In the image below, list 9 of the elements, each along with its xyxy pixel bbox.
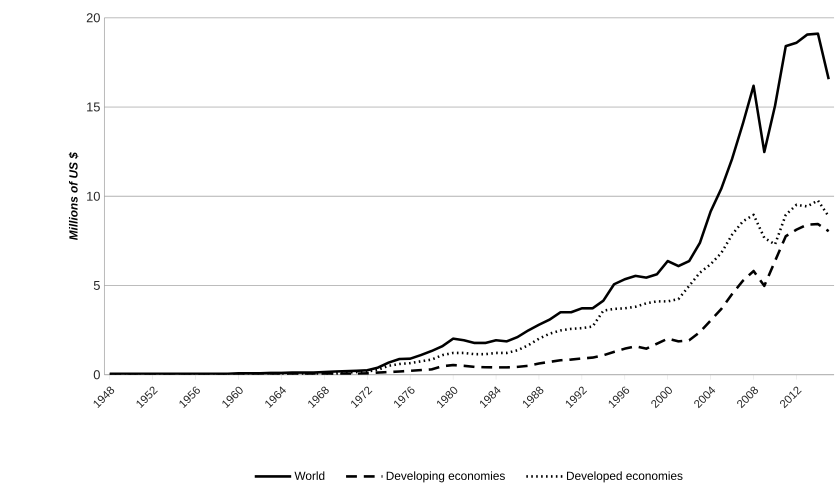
y-tick-label: 0 [94, 370, 100, 380]
legend-label: Developed economies [566, 471, 683, 482]
y-tick-label: 15 [87, 102, 100, 112]
legend-label: World [294, 471, 324, 480]
y-tick-label: 5 [94, 280, 100, 290]
y-axis-title: Millions of US $ [68, 152, 78, 240]
y-tick-label: 20 [86, 13, 100, 22]
y-tick-label: 10 [87, 192, 100, 201]
legend-label: Developing economies [386, 471, 505, 482]
